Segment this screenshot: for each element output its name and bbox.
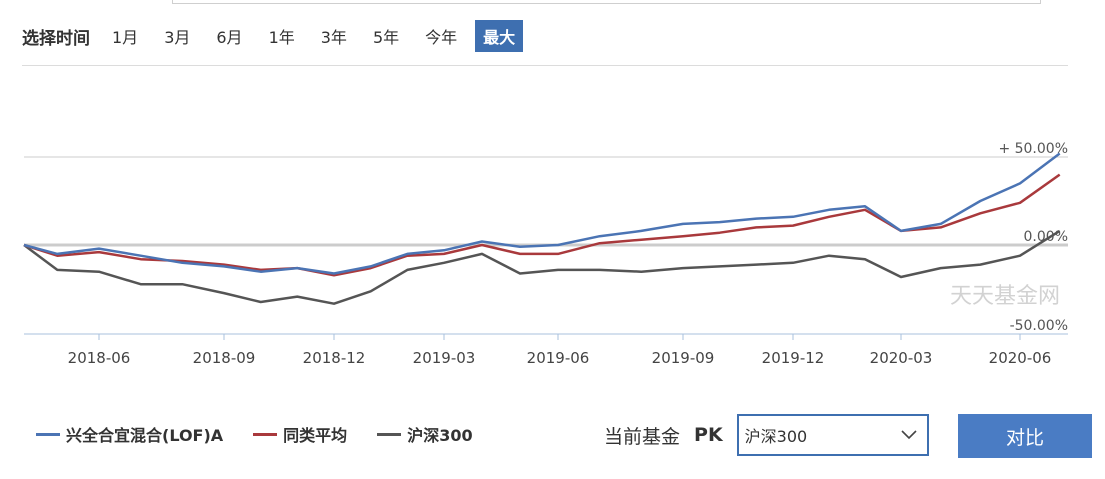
benchmark-select[interactable]: 沪深300 xyxy=(736,414,929,456)
range-option-3m[interactable]: 3月 xyxy=(164,28,191,47)
time-range-selector: 选择时间 1月 3月 6月 1年 3年 5年 今年 最大 xyxy=(22,20,533,52)
legend-item-category-avg[interactable]: 同类平均 xyxy=(253,422,347,446)
legend-item-fund[interactable]: 兴全合宜混合(LOF)A xyxy=(36,422,223,446)
top-panel-border xyxy=(172,0,1041,4)
range-option-5y[interactable]: 5年 xyxy=(372,28,400,47)
x-tick-label: 2019-09 xyxy=(652,349,715,367)
legend-swatch-fund xyxy=(36,432,60,436)
x-tick-label: 2019-06 xyxy=(527,349,590,367)
x-tick-label: 2020-06 xyxy=(989,349,1052,367)
watermark-text: 天天基金网 xyxy=(950,284,1060,309)
x-tick-label: 2019-12 xyxy=(762,349,825,367)
x-tick-label: 2019-03 xyxy=(413,349,476,367)
range-option-ytd[interactable]: 今年 xyxy=(425,28,458,47)
chevron-down-icon xyxy=(901,430,917,440)
range-divider xyxy=(22,65,1068,66)
x-tick-label: 2018-12 xyxy=(303,349,366,367)
y-tick-label: 0.00% xyxy=(1024,229,1068,245)
current-fund-label: 当前基金 xyxy=(604,425,681,448)
range-option-1m[interactable]: 1月 xyxy=(112,28,139,47)
legend-item-csi300[interactable]: 沪深300 xyxy=(377,422,473,446)
chart-legend: 兴全合宜混合(LOF)A 同类平均 沪深300 xyxy=(36,422,503,446)
series-line-0 xyxy=(23,152,1061,275)
x-tick-label: 2020-03 xyxy=(870,349,933,367)
range-option-1y[interactable]: 1年 xyxy=(268,28,295,47)
compare-button[interactable]: 对比 xyxy=(958,414,1092,458)
series-line-1 xyxy=(23,173,1061,277)
x-tick-label: 2018-06 xyxy=(68,349,131,367)
time-range-title: 选择时间 xyxy=(22,28,90,49)
range-option-max[interactable]: 最大 xyxy=(475,20,524,52)
y-tick-label: + 50.00% xyxy=(998,141,1068,157)
pk-label: PK xyxy=(694,424,723,446)
legend-label-fund: 兴全合宜混合(LOF)A xyxy=(66,426,224,445)
x-tick-label: 2018-09 xyxy=(193,349,256,367)
legend-swatch-category-avg xyxy=(253,432,278,436)
range-option-6m[interactable]: 6月 xyxy=(216,28,243,47)
legend-label-csi300: 沪深300 xyxy=(407,426,473,445)
benchmark-select-value: 沪深300 xyxy=(744,427,808,446)
y-tick-label: -50.00% xyxy=(1010,318,1068,334)
legend-swatch-csi300 xyxy=(377,432,402,436)
range-option-3y[interactable]: 3年 xyxy=(320,28,347,47)
pk-compare-area: 当前基金 PK 沪深300 xyxy=(604,414,929,456)
legend-label-category-avg: 同类平均 xyxy=(283,426,348,445)
series-line-2 xyxy=(23,229,1061,305)
